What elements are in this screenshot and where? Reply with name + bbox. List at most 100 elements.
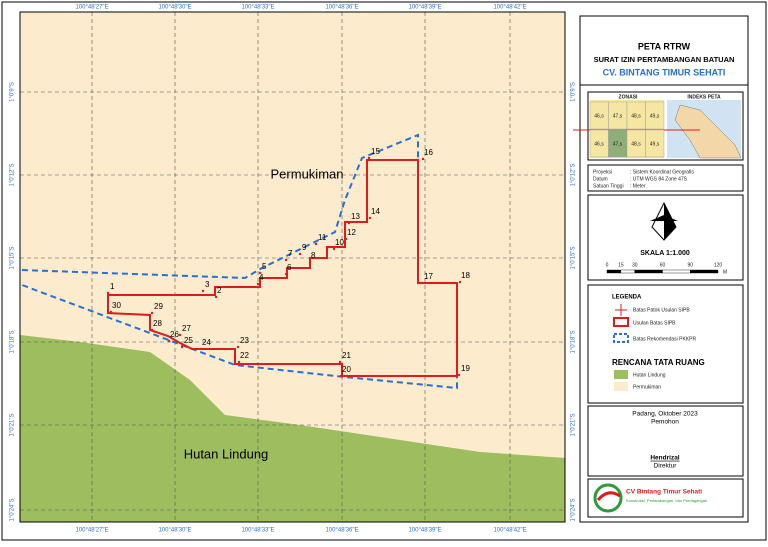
zone-label: 47,s: [613, 113, 623, 119]
scale-segment: [690, 269, 719, 274]
point-label: 3: [205, 280, 210, 289]
marker: [344, 237, 348, 241]
scale-tick-label: 90: [687, 262, 693, 268]
point-label: 6: [287, 263, 292, 272]
marker: [347, 221, 351, 225]
inset-label: ZONASI: [619, 94, 639, 100]
marker: [180, 345, 184, 349]
legend-box: [587, 284, 744, 404]
lat-label: 1°0'24"S: [10, 498, 16, 521]
forest-area: [20, 335, 565, 522]
info-box: [587, 164, 744, 192]
lat-label: 1°0'9"S: [571, 82, 577, 102]
marker: [421, 157, 425, 161]
point-label: 11: [318, 233, 327, 242]
scale-tick-label: 120: [714, 262, 723, 268]
zone-label: 49,s: [650, 141, 660, 147]
signature-box: [587, 405, 744, 477]
lat-label: 1°0'24"S: [571, 498, 577, 521]
info-value: : Meter: [630, 183, 646, 189]
lat-label: 1°0'18"S: [571, 330, 577, 353]
marker: [199, 347, 203, 351]
lon-label: 100°48'39"E: [408, 5, 441, 11]
grid: [20, 12, 565, 522]
lon-label: 100°48'30"E: [158, 5, 191, 11]
title: PETA RTRW: [638, 41, 691, 51]
point-label: 12: [347, 228, 356, 237]
lat-label: 1°0'18"S: [10, 330, 16, 353]
logo-swoosh: [596, 491, 621, 502]
zone-label: 46,s: [594, 113, 604, 119]
marker: [338, 360, 342, 364]
lon-label: 100°48'27"E: [75, 5, 108, 11]
point-label: 13: [351, 212, 360, 221]
marker: [109, 310, 113, 314]
point-label: 29: [154, 302, 163, 311]
scale-segment: [620, 269, 635, 274]
logo-icon: [593, 483, 623, 513]
scale-segment: [662, 269, 691, 274]
signer-position: Direktur: [654, 463, 678, 470]
point-label: 9: [302, 243, 307, 252]
scale-segment: [634, 269, 663, 274]
info-key: Satuan Tinggi: [593, 183, 624, 189]
lat-label: 1°0'21"S: [10, 413, 16, 436]
scale-tick-label: 15: [618, 262, 624, 268]
info-value: : UTM WGS 84 Zone 47S: [630, 176, 688, 182]
map-frame: [19, 11, 566, 523]
marker: [201, 289, 205, 293]
marker: [284, 258, 288, 262]
legend-label: Usulan Batas SIPB: [633, 320, 676, 326]
landuse-label: Hutan Lindung: [633, 372, 666, 378]
point-label: 8: [311, 251, 316, 260]
zone-cell: [645, 129, 665, 158]
point-label: 1: [110, 282, 115, 291]
legend-title: LEGENDA: [612, 295, 642, 301]
lon-label: 100°48'33"E: [241, 528, 274, 534]
zone-label: 48,s: [631, 113, 641, 119]
marker: [106, 291, 110, 295]
marker: [298, 252, 302, 256]
zone-label: 49,s: [650, 113, 660, 119]
legend-label: Batas Rekomendasi PKKPR: [633, 336, 696, 342]
scale-tick-label: 60: [660, 262, 666, 268]
logo-name: CV Bintang Timur Sehati: [626, 489, 702, 496]
place-date: Padang, Oktober 2023: [632, 411, 698, 418]
lat-label: 1°0'12"S: [10, 163, 16, 186]
landuse-label: Permukiman: [633, 384, 661, 390]
point-label: 18: [461, 271, 470, 280]
lon-label: 100°48'27"E: [75, 528, 108, 534]
point-label: 7: [288, 249, 293, 258]
point-label: 26: [170, 330, 179, 339]
scale-tick-label: 30: [632, 262, 638, 268]
legend-symbol: [613, 333, 629, 343]
lon-label: 100°48'42"E: [493, 528, 526, 534]
lat-label: 1°0'21"S: [571, 413, 577, 436]
landuse-swatch: [614, 382, 628, 391]
scale-label: SKALA 1:1.000: [640, 250, 690, 257]
point-label: 16: [424, 148, 433, 157]
sipb-boundary: [107, 159, 458, 377]
marker: [332, 247, 336, 251]
legend-symbol: [613, 317, 629, 327]
marker: [150, 328, 154, 332]
area-label: Permukiman: [271, 166, 344, 181]
point-label: 21: [342, 351, 351, 360]
point-label: 30: [112, 301, 121, 310]
info-key: Proyeksi: [593, 169, 612, 175]
index-map-land: [674, 104, 742, 159]
info-key: Datum: [593, 176, 608, 182]
logo-tagline: Konstruksi, Pertambangan, dan Perdaganga…: [626, 498, 707, 503]
marker: [339, 374, 343, 378]
zone-label: 48,s: [631, 141, 641, 147]
marker: [367, 156, 371, 160]
legend-label: Batas Patok Usulan SIPB: [633, 307, 690, 313]
marker: [420, 281, 424, 285]
scale-unit: M: [723, 269, 727, 275]
marker: [457, 373, 461, 377]
zone-cell: [645, 101, 665, 130]
point-label: 24: [202, 338, 211, 347]
point-label: 14: [371, 207, 380, 216]
company: CV. BINTANG TIMUR SEHATI: [603, 67, 726, 77]
